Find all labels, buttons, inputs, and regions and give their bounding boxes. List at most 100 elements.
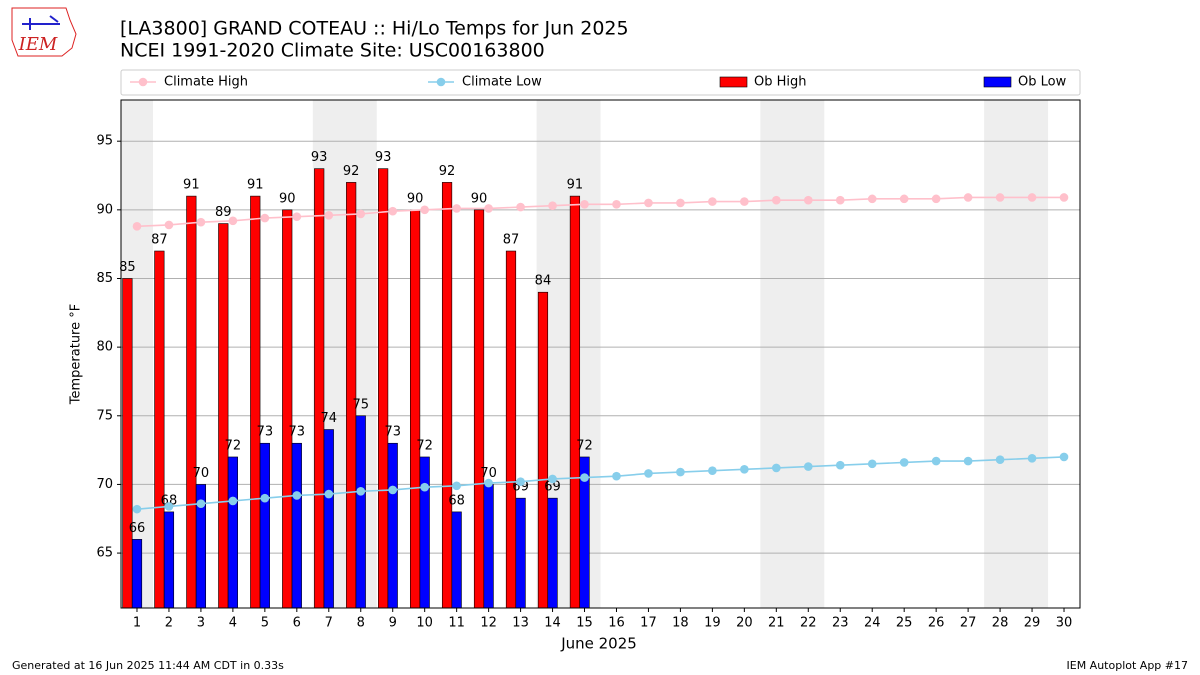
line-marker xyxy=(196,499,206,508)
line-marker xyxy=(612,471,621,481)
x-tick-label: 14 xyxy=(544,616,561,631)
line-marker xyxy=(260,213,270,223)
x-tick-label: 23 xyxy=(832,616,849,631)
line-marker xyxy=(803,462,813,471)
plot-frame xyxy=(120,99,1081,609)
x-tick-label: 2 xyxy=(165,616,173,631)
bar-value-label: 93 xyxy=(311,150,328,165)
legend-label: Ob Low xyxy=(1018,75,1067,90)
x-tick-label: 28 xyxy=(992,616,1009,631)
x-tick-label: 5 xyxy=(261,616,269,631)
bar xyxy=(163,511,175,609)
line-marker xyxy=(580,200,589,209)
footer-left: Generated at 16 Jun 2025 11:44 AM CDT in… xyxy=(12,659,284,672)
x-tick-label: 1 xyxy=(133,616,141,631)
bar-value-label: 72 xyxy=(576,438,593,453)
bar xyxy=(378,168,389,609)
x-tick-label: 30 xyxy=(1056,616,1073,631)
legend-marker xyxy=(138,77,148,87)
bar-value-label: 69 xyxy=(512,480,529,495)
bar-value-label: 70 xyxy=(480,466,497,481)
line-marker xyxy=(420,482,429,492)
x-tick-label: 25 xyxy=(896,616,913,631)
y-tick-label: 65 xyxy=(96,546,113,561)
line-marker xyxy=(228,216,238,226)
line-marker xyxy=(931,194,941,204)
x-tick-label: 13 xyxy=(512,616,529,631)
line-marker xyxy=(324,489,334,499)
line-marker xyxy=(388,485,398,495)
line-marker xyxy=(740,197,749,206)
x-axis-label: June 2025 xyxy=(560,635,637,653)
line-marker xyxy=(612,200,621,209)
bar-value-label: 74 xyxy=(321,411,338,426)
x-tick-label: 4 xyxy=(229,616,237,631)
x-tick-label: 18 xyxy=(672,616,689,631)
line-marker xyxy=(164,502,174,511)
bar xyxy=(387,442,398,609)
line-marker xyxy=(292,491,302,500)
line-marker xyxy=(676,467,685,477)
line-marker xyxy=(835,460,845,470)
line-marker xyxy=(1027,454,1037,463)
line-marker xyxy=(995,193,1005,202)
line-marker xyxy=(132,222,142,231)
bar-value-label: 70 xyxy=(193,466,210,481)
bar xyxy=(346,182,357,609)
line-marker xyxy=(516,202,525,212)
bar-value-label: 90 xyxy=(279,191,296,206)
bar xyxy=(154,250,165,609)
x-tick-label: 6 xyxy=(293,616,301,631)
logo-icon xyxy=(22,15,60,30)
line-marker xyxy=(196,217,206,227)
x-tick-label: 17 xyxy=(640,616,657,631)
logo-outline xyxy=(11,7,77,57)
logo-text: IEM xyxy=(18,34,58,55)
line-marker xyxy=(1059,193,1069,202)
line-marker xyxy=(963,456,973,466)
line-marker xyxy=(772,463,781,473)
bar xyxy=(505,250,517,609)
x-tick-label: 12 xyxy=(480,616,497,631)
line-marker xyxy=(708,466,717,476)
bar xyxy=(473,209,485,609)
x-tick-label: 21 xyxy=(768,616,785,631)
x-tick-label: 20 xyxy=(736,616,753,631)
legend-swatch xyxy=(719,76,748,88)
bar-value-label: 75 xyxy=(352,397,369,412)
bar-value-label: 87 xyxy=(151,233,168,248)
x-tick-label: 16 xyxy=(608,616,625,631)
line-marker xyxy=(644,198,653,208)
bar-value-label: 73 xyxy=(289,425,306,440)
y-tick-label: 90 xyxy=(96,202,113,217)
y-axis-label: Temperature °F xyxy=(69,304,84,405)
line-marker xyxy=(708,197,717,206)
bar xyxy=(323,429,334,609)
line-marker xyxy=(548,201,557,211)
y-tick-label: 85 xyxy=(96,271,113,286)
line-marker xyxy=(676,198,685,208)
line-marker xyxy=(931,456,941,466)
y-tick-label: 75 xyxy=(96,408,113,423)
x-tick-label: 8 xyxy=(357,616,365,631)
bar xyxy=(451,511,462,609)
x-tick-label: 26 xyxy=(928,616,945,631)
bar-value-label: 90 xyxy=(407,191,424,206)
bar-value-label: 72 xyxy=(225,438,242,453)
footer-right: IEM Autoplot App #17 xyxy=(1067,659,1189,672)
line xyxy=(136,456,1065,510)
bar-value-label: 73 xyxy=(384,425,401,440)
line xyxy=(136,196,1065,228)
x-tick-label: 19 xyxy=(704,616,721,631)
bar xyxy=(227,456,238,609)
bar xyxy=(259,442,270,609)
x-tick-label: 9 xyxy=(389,616,397,631)
line-marker xyxy=(548,474,557,484)
bar xyxy=(483,484,494,609)
line-marker xyxy=(867,194,877,204)
x-tick-label: 15 xyxy=(576,616,593,631)
line-marker xyxy=(356,209,366,219)
bar xyxy=(569,195,581,609)
bar-value-label: 69 xyxy=(544,480,561,495)
